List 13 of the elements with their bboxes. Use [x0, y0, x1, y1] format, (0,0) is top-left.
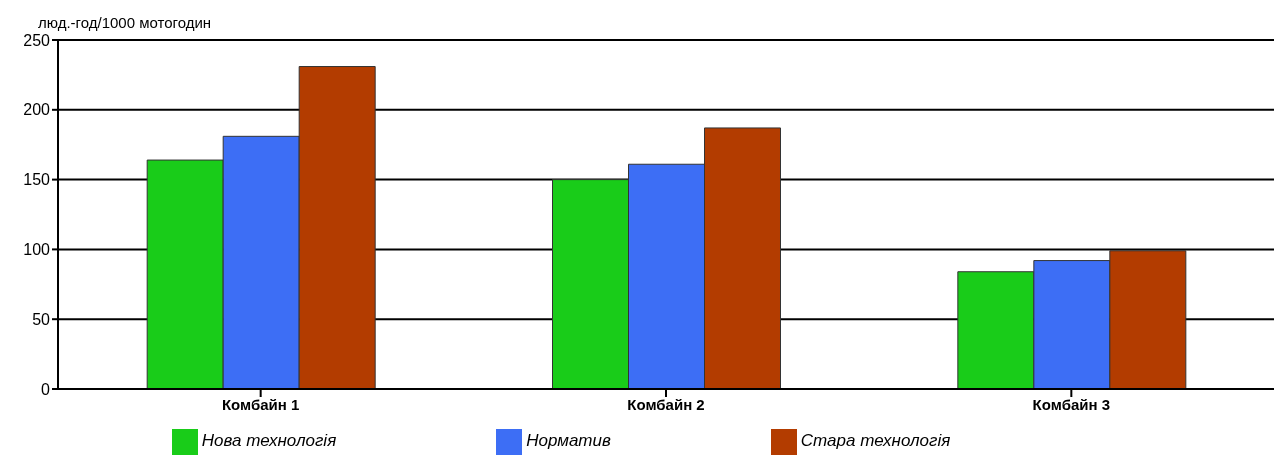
y-axis-title: люд.-год/1000 мотогодин	[38, 14, 212, 31]
legend-label: Норматив	[526, 431, 611, 451]
x-tick-label: Комбайн 1	[221, 395, 300, 413]
y-tick-label: 0	[41, 380, 51, 398]
y-tick-label: 50	[32, 310, 51, 328]
x-tick-label: Комбайн 2	[627, 395, 705, 413]
y-tick-label: 150	[23, 171, 51, 189]
y-tick-label: 100	[23, 241, 51, 259]
y-tick-label: 250	[23, 31, 51, 49]
legend-label: Нова технологія	[201, 431, 337, 451]
y-tick-label: 200	[23, 101, 51, 119]
legend-label: Стара технологія	[800, 431, 951, 451]
x-tick-label: Комбайн 3	[1032, 395, 1111, 413]
